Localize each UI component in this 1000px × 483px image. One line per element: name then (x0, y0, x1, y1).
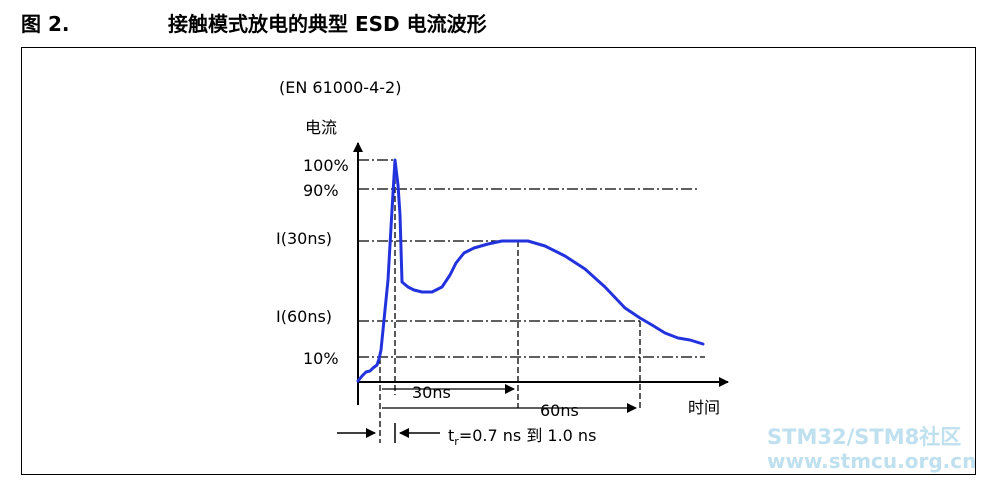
label-60ns: 60ns (540, 401, 579, 420)
label-100: 100% (303, 156, 349, 175)
label-90: 90% (303, 181, 339, 200)
label-i60: I(60ns) (276, 307, 332, 326)
y-axis-label: 电流 (305, 118, 337, 137)
figure-number: 图 2. (21, 12, 70, 36)
rise-time-label: tr=0.7 ns 到 1.0 ns (448, 426, 596, 448)
standard-label: (EN 61000-4-2) (279, 78, 401, 97)
figure-frame (21, 47, 976, 475)
watermark-line1: STM32/STM8社区 (767, 425, 961, 449)
label-10: 10% (303, 349, 339, 368)
label-i30: I(30ns) (276, 229, 332, 248)
x-axis-label: 时间 (688, 398, 720, 417)
watermark-line2: www.stmcu.org.cn (767, 449, 976, 473)
figure-title: 接触模式放电的典型 ESD 电流波形 (168, 12, 487, 36)
esd-current-waveform (356, 158, 705, 383)
label-30ns: 30ns (412, 383, 451, 402)
